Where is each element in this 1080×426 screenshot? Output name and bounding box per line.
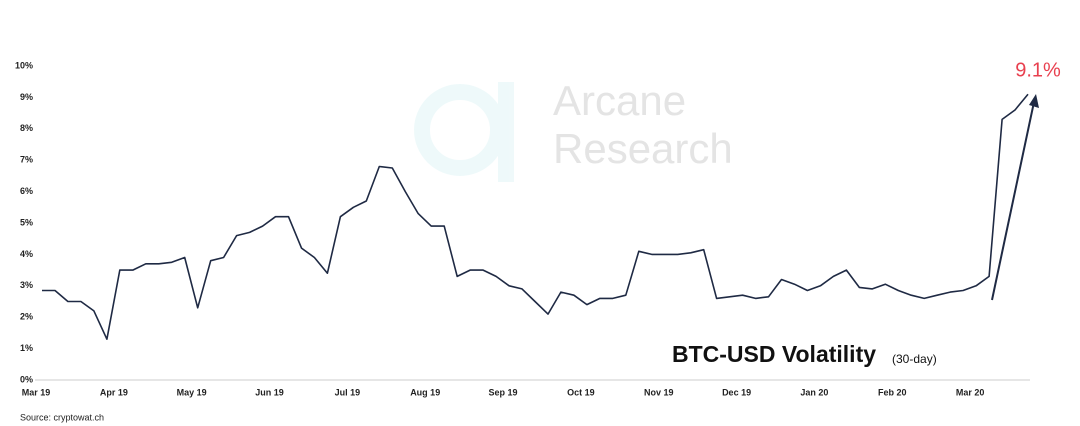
x-tick-label: May 19 — [177, 387, 207, 397]
x-tick-label: Nov 19 — [644, 387, 674, 397]
x-tick-label: Apr 19 — [100, 387, 128, 397]
y-tick-label: 3% — [20, 280, 33, 290]
y-tick-label: 9% — [20, 92, 33, 102]
source: Source: cryptowat.ch — [20, 412, 104, 422]
x-tick-label: Sep 19 — [489, 387, 518, 397]
y-tick-label: 5% — [20, 217, 33, 227]
x-tick-label: Mar 20 — [956, 387, 985, 397]
y-tick-label: 0% — [20, 374, 33, 384]
x-tick-label: Jul 19 — [335, 387, 361, 397]
x-tick-label: Aug 19 — [410, 387, 440, 397]
y-tick-label: 2% — [20, 312, 33, 322]
y-tick-label: 10% — [15, 60, 33, 70]
y-tick-label: 1% — [20, 343, 33, 353]
x-tick-label: Jan 20 — [800, 387, 828, 397]
y-tick-label: 8% — [20, 123, 33, 133]
watermark-text: Research — [553, 125, 733, 172]
y-tick-label: 4% — [20, 249, 33, 259]
chart-title: BTC-USD Volatility — [672, 341, 876, 367]
watermark-text: Arcane — [553, 77, 686, 124]
x-tick-label: Mar 19 — [22, 387, 51, 397]
annotation: 9.1% — [1015, 59, 1061, 81]
chart-subtitle: (30-day) — [892, 352, 937, 366]
x-tick-label: Oct 19 — [567, 387, 595, 397]
watermark-logo — [498, 82, 514, 182]
x-tick-label: Dec 19 — [722, 387, 751, 397]
line — [42, 93, 1029, 340]
x-tick-label: Feb 20 — [878, 387, 907, 397]
arrow-head — [1029, 94, 1039, 108]
watermark — [414, 82, 514, 182]
arrow — [991, 101, 1035, 301]
watermark-logo — [414, 84, 506, 176]
y-tick-label: 7% — [20, 155, 33, 165]
y-tick-label: 6% — [20, 186, 33, 196]
x-tick-label: Jun 19 — [255, 387, 284, 397]
